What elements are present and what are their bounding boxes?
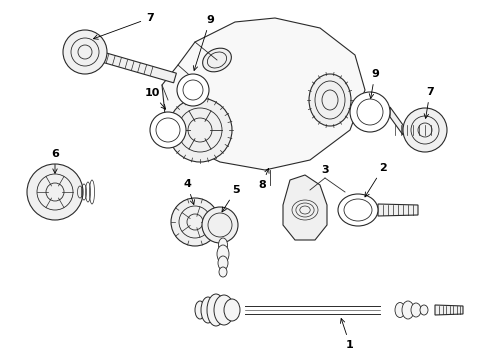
Ellipse shape [217, 245, 229, 263]
Ellipse shape [203, 48, 231, 72]
Text: 8: 8 [258, 168, 269, 190]
Polygon shape [378, 204, 418, 216]
Text: 10: 10 [145, 88, 166, 109]
Circle shape [27, 164, 83, 220]
Ellipse shape [338, 194, 378, 226]
Ellipse shape [411, 303, 421, 317]
Text: 2: 2 [365, 163, 387, 197]
Circle shape [202, 207, 238, 243]
Circle shape [63, 30, 107, 74]
Ellipse shape [219, 267, 227, 277]
Polygon shape [162, 18, 365, 170]
Text: 1: 1 [341, 319, 354, 350]
Circle shape [177, 74, 209, 106]
Text: 3: 3 [321, 165, 329, 175]
Polygon shape [283, 175, 327, 240]
Ellipse shape [402, 301, 414, 319]
Polygon shape [84, 47, 176, 83]
Circle shape [350, 92, 390, 132]
Text: 4: 4 [183, 179, 195, 204]
Polygon shape [390, 107, 403, 135]
Text: 9: 9 [369, 69, 379, 98]
Ellipse shape [219, 238, 227, 252]
Ellipse shape [420, 305, 428, 315]
Ellipse shape [309, 74, 351, 126]
Ellipse shape [207, 294, 225, 326]
Text: 6: 6 [51, 149, 59, 173]
Polygon shape [435, 305, 463, 315]
Circle shape [150, 112, 186, 148]
Text: 7: 7 [424, 87, 434, 118]
Circle shape [403, 108, 447, 152]
Ellipse shape [218, 256, 228, 270]
Ellipse shape [224, 299, 240, 321]
Text: 9: 9 [194, 15, 214, 71]
Ellipse shape [395, 302, 405, 318]
Ellipse shape [201, 297, 215, 323]
Text: 7: 7 [94, 13, 154, 39]
Ellipse shape [195, 301, 205, 319]
Ellipse shape [214, 295, 234, 325]
Circle shape [168, 98, 232, 162]
Circle shape [171, 198, 219, 246]
Text: 5: 5 [222, 185, 240, 212]
